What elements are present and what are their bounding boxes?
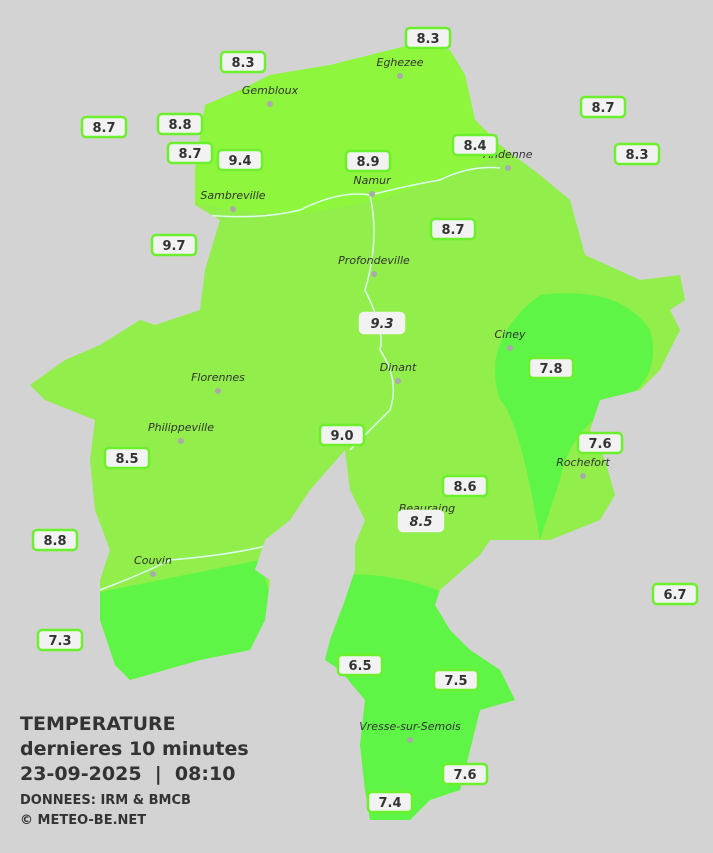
town-label: Gembloux — [242, 84, 299, 97]
station-box — [366, 790, 414, 814]
station-value: 8.7 — [441, 223, 464, 238]
station-box — [397, 509, 445, 533]
town-label: Couvin — [134, 554, 172, 567]
station-box — [579, 95, 627, 119]
town-dot — [407, 737, 413, 743]
station-value: 6.7 — [663, 588, 686, 603]
town-label: Philippeville — [148, 421, 214, 434]
labels: EghezeeGemblouxAndenneNamurSambrevillePr… — [31, 26, 699, 814]
river — [99, 544, 271, 591]
zone-south — [300, 574, 530, 820]
station-box — [150, 233, 198, 257]
station-value: 7.6 — [453, 768, 476, 783]
town-dot — [178, 438, 184, 444]
station-box — [80, 115, 128, 139]
station-value: 8.5 — [409, 515, 432, 530]
station-value: 8.3 — [416, 32, 439, 47]
town-label: Profondeville — [338, 254, 410, 267]
town-dot — [150, 571, 156, 577]
town-label: Namur — [353, 174, 392, 187]
station-box — [441, 474, 489, 498]
station-value: 8.5 — [115, 452, 138, 467]
station-box — [219, 50, 267, 74]
datetime: 23-09-2025 | 08:10 — [20, 763, 235, 785]
station-value: 9.7 — [162, 239, 185, 254]
river — [349, 194, 395, 451]
station-box — [651, 582, 699, 606]
station-box — [344, 149, 392, 173]
station-value: 6.5 — [348, 659, 371, 674]
station-box — [336, 653, 384, 677]
town-label: Vresse-sur-Semois — [359, 720, 461, 733]
town-dot — [580, 473, 586, 479]
station-box — [103, 446, 151, 470]
station-box — [31, 528, 79, 552]
town-label: Rochefort — [556, 456, 610, 469]
town-label: Dinant — [380, 361, 417, 374]
source: DONNEES: IRM & BMCB — [20, 793, 191, 808]
station-value: 8.7 — [92, 121, 115, 136]
town-dot — [369, 191, 375, 197]
station-value: 9.3 — [370, 317, 393, 332]
station-value: 8.6 — [453, 480, 476, 495]
station-value: 8.9 — [356, 155, 379, 170]
town-label: Sambreville — [200, 189, 265, 202]
town-dot — [397, 73, 403, 79]
station-value: 8.8 — [168, 118, 191, 133]
station-box — [216, 148, 264, 172]
station-box — [613, 142, 661, 166]
station-box — [318, 423, 366, 447]
station-box — [527, 356, 575, 380]
town-dot — [267, 101, 273, 107]
station-value: 8.7 — [591, 101, 614, 116]
zone-east — [495, 293, 654, 540]
station-value: 8.8 — [43, 534, 66, 549]
town-dot — [230, 206, 236, 212]
station-value: 7.3 — [48, 634, 71, 649]
station-box — [576, 431, 624, 455]
station-box — [429, 217, 477, 241]
station-value: 7.4 — [378, 796, 401, 811]
station-value: 7.8 — [539, 362, 562, 377]
town-label: Eghezee — [377, 56, 424, 69]
station-value: 8.7 — [178, 147, 201, 162]
town-label: Ciney — [495, 328, 526, 341]
station-value: 7.5 — [444, 674, 467, 689]
town-dot — [507, 345, 513, 351]
town-dot — [215, 388, 221, 394]
credit: © METEO-BE.NET — [20, 813, 146, 828]
town-dot — [395, 378, 401, 384]
station-value: 8.3 — [625, 148, 648, 163]
station-value: 8.3 — [231, 56, 254, 71]
station-box — [166, 141, 214, 165]
station-box — [358, 311, 406, 335]
station-box — [156, 112, 204, 136]
station-value: 8.4 — [463, 139, 486, 154]
town-label: Florennes — [191, 371, 245, 384]
station-box — [451, 133, 499, 157]
town-dot — [371, 271, 377, 277]
station-box — [441, 762, 489, 786]
town-dot — [505, 165, 511, 171]
station-box — [36, 628, 84, 652]
zone-south-west — [60, 560, 300, 700]
title: TEMPERATURE — [20, 713, 176, 735]
subtitle: dernieres 10 minutes — [20, 738, 249, 760]
station-box — [432, 668, 480, 692]
station-value: 9.0 — [330, 429, 353, 444]
station-value: 9.4 — [228, 154, 251, 169]
station-value: 7.6 — [588, 437, 611, 452]
station-box — [404, 26, 452, 50]
